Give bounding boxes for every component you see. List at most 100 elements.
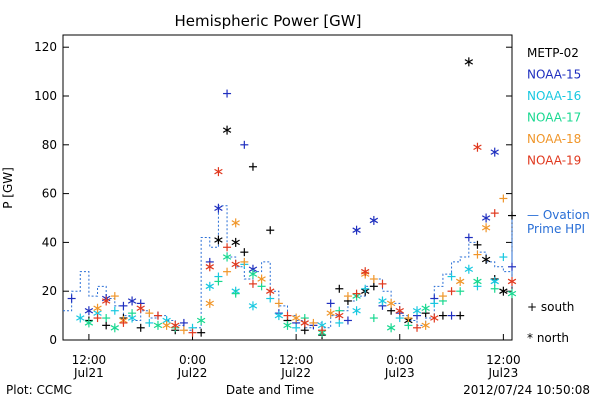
data-point [352, 306, 361, 316]
data-point [508, 211, 516, 220]
star-marker-stroke [266, 288, 275, 294]
data-point [110, 292, 119, 301]
star-marker-stroke [205, 300, 214, 307]
data-point [447, 311, 456, 320]
data-point [473, 240, 482, 249]
data-point [326, 308, 335, 318]
data-point [248, 269, 258, 279]
star-marker-stroke [464, 59, 474, 65]
star-marker-stroke [395, 307, 404, 314]
star-marker-stroke [231, 239, 240, 246]
data-point [300, 326, 309, 335]
star-marker-stroke [481, 215, 491, 221]
star-marker-stroke [136, 305, 145, 312]
series-noaa-18 [93, 194, 508, 335]
star-marker-stroke [162, 322, 171, 329]
series-noaa-15 [67, 89, 516, 330]
data-point [127, 296, 137, 306]
data-point [352, 289, 361, 298]
data-point [464, 233, 473, 242]
data-point [248, 162, 257, 171]
data-point [119, 301, 128, 310]
star-marker-stroke [205, 283, 214, 290]
data-point [413, 323, 422, 332]
data-point [499, 253, 508, 262]
data-point [119, 318, 128, 327]
y-axis-label: P [GW] [1, 167, 15, 209]
star-marker-stroke [248, 271, 258, 277]
data-point [473, 276, 482, 286]
data-point [102, 321, 111, 330]
star-marker-stroke [352, 227, 361, 233]
data-point [162, 320, 171, 330]
star-marker-stroke [386, 325, 396, 331]
data-point [378, 279, 387, 288]
star-marker-stroke [430, 315, 439, 321]
data-point [508, 262, 516, 271]
data-point [274, 311, 284, 321]
star-marker-stroke [369, 217, 379, 224]
data-point [153, 311, 162, 320]
data-point [352, 225, 361, 235]
data-point [464, 264, 474, 274]
data-point [283, 320, 292, 330]
x-tick-date: Jul22 [177, 366, 208, 380]
data-point [421, 320, 430, 330]
data-point [490, 209, 499, 218]
data-point [490, 276, 499, 286]
data-point [473, 250, 482, 259]
data-point [179, 326, 188, 335]
data-point [361, 267, 370, 277]
data-point [248, 301, 258, 311]
y-tick-label: 120 [34, 40, 57, 54]
chart-title: Hemispheric Power [GW] [175, 12, 362, 30]
data-point [231, 218, 240, 228]
data-point [499, 194, 508, 203]
y-tick-label: 60 [42, 187, 57, 201]
star-marker-stroke [231, 261, 240, 268]
data-point [507, 289, 517, 299]
data-point [67, 294, 76, 303]
data-point [223, 267, 232, 276]
x-tick-date: Jul22 [280, 366, 311, 380]
star-marker-stroke [283, 322, 292, 329]
data-point [205, 262, 214, 272]
plot-frame [62, 34, 513, 341]
y-tick-label: 20 [42, 284, 57, 298]
data-point [455, 276, 465, 286]
data-point [447, 272, 456, 281]
data-point [386, 323, 396, 333]
x-tick-time: 12:00 [486, 353, 521, 367]
data-point [438, 311, 447, 320]
star-marker-stroke [196, 317, 206, 324]
data-point [222, 252, 232, 262]
data-point [473, 142, 482, 152]
data-point [223, 243, 232, 252]
star-marker-stroke [222, 127, 232, 133]
star-marker-stroke [300, 320, 309, 326]
x-axis-label: Date and Time [226, 383, 314, 397]
data-point [395, 314, 404, 323]
data-point [205, 298, 214, 308]
data-point [430, 313, 439, 323]
data-point [464, 57, 474, 67]
data-point [387, 306, 396, 315]
data-point [179, 318, 188, 327]
data-point [369, 275, 378, 283]
data-point [136, 323, 145, 332]
legend-entry: METP-02 [527, 46, 579, 60]
data-point [283, 311, 292, 320]
data-point [395, 306, 404, 316]
data-point [369, 215, 379, 225]
x-tick-time: 0:00 [386, 353, 413, 367]
data-point [110, 306, 119, 315]
data-point [369, 314, 378, 323]
data-point [343, 292, 352, 301]
data-point [369, 282, 378, 291]
star-marker-stroke [507, 290, 517, 297]
x-tick-time: 0:00 [179, 353, 206, 367]
data-point [231, 237, 240, 247]
legend-entry: NOAA-16 [527, 89, 581, 103]
star-marker-stroke [352, 307, 361, 314]
